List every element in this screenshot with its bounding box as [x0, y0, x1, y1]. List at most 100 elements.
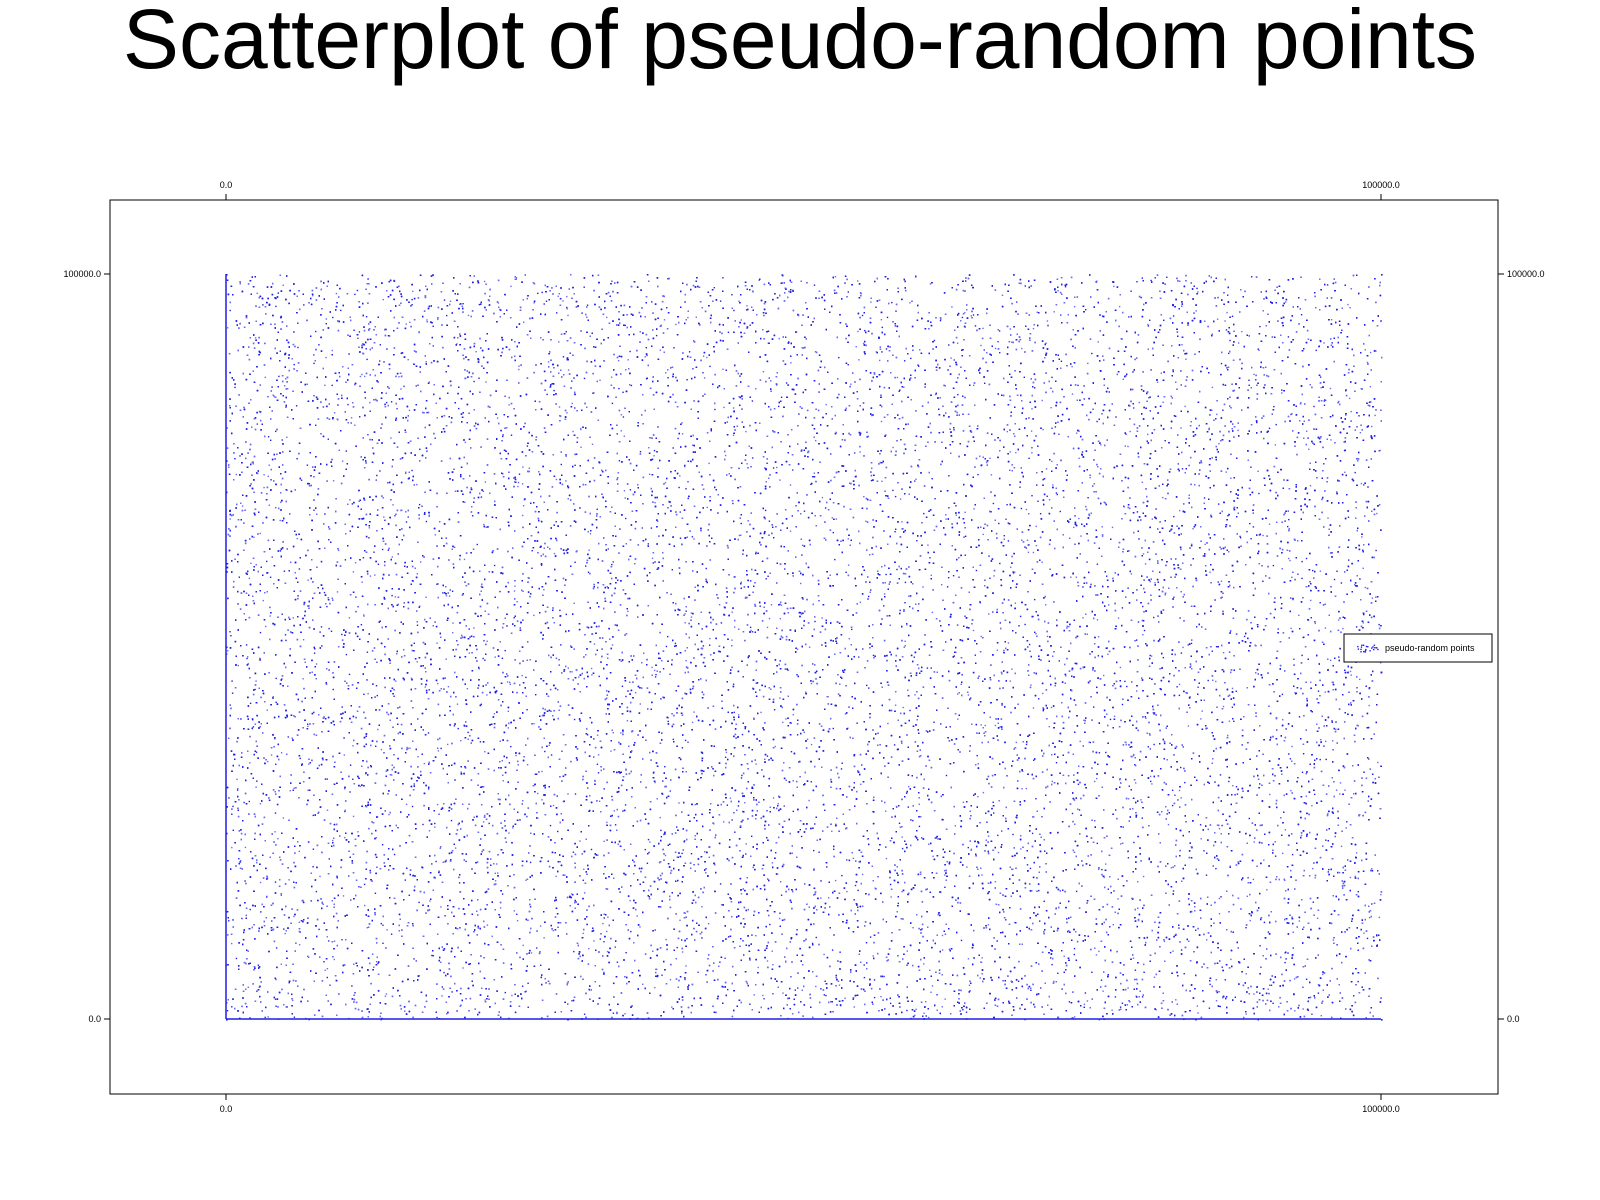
scatter-point — [384, 519, 386, 521]
scatter-point — [597, 754, 600, 756]
scatter-point — [226, 1010, 229, 1012]
scatter-point — [1073, 1016, 1076, 1018]
scatter-point — [825, 994, 827, 997]
scatter-point — [1137, 919, 1140, 922]
scatter-point — [1101, 868, 1103, 871]
scatter-point — [447, 686, 450, 688]
scatter-point — [345, 630, 347, 633]
scatter-point — [1302, 1008, 1304, 1010]
scatter-point — [813, 284, 816, 286]
scatter-point — [494, 880, 497, 882]
scatter-point — [511, 994, 513, 997]
scatter-point — [1221, 966, 1223, 968]
scatter-point — [947, 577, 950, 579]
scatter-point — [557, 295, 559, 297]
scatter-point — [382, 298, 384, 301]
scatter-point — [345, 653, 348, 656]
scatter-point — [962, 1009, 964, 1011]
scatter-point — [1216, 413, 1218, 416]
scatter-point — [797, 972, 799, 974]
scatter-point — [853, 899, 855, 901]
scatter-point — [1112, 924, 1114, 926]
scatter-point — [387, 549, 389, 551]
scatter-point — [785, 718, 787, 720]
scatter-point — [552, 293, 554, 295]
scatter-point — [613, 996, 615, 998]
scatter-point — [593, 643, 596, 645]
scatter-point — [505, 725, 507, 727]
scatter-point — [1044, 850, 1046, 852]
scatter-point — [1189, 666, 1191, 668]
scatter-point — [293, 363, 295, 366]
scatter-point — [1178, 694, 1181, 697]
scatter-point — [1143, 971, 1145, 973]
scatter-point — [255, 305, 257, 307]
scatter-point — [980, 344, 982, 347]
scatter-point — [931, 985, 934, 987]
scatter-point — [1180, 797, 1182, 799]
scatter-point — [567, 314, 569, 317]
scatter-point — [719, 883, 722, 885]
scatter-point — [925, 1001, 927, 1003]
scatter-point — [778, 917, 781, 920]
scatter-point — [425, 912, 427, 914]
scatter-point — [324, 969, 326, 971]
scatter-point — [1361, 536, 1363, 538]
scatter-point — [583, 1013, 586, 1015]
scatter-point — [733, 309, 735, 312]
scatter-point — [382, 942, 384, 944]
scatter-point — [738, 534, 741, 537]
scatter-point — [909, 606, 911, 608]
scatter-point — [1375, 549, 1377, 552]
scatter-point — [649, 841, 651, 843]
scatter-point — [1175, 999, 1177, 1001]
scatter-point — [510, 745, 512, 748]
scatter-point — [824, 809, 826, 811]
scatter-point — [274, 998, 277, 1000]
scatter-point — [1181, 344, 1183, 346]
scatter-point — [907, 806, 909, 808]
scatter-point — [323, 961, 325, 963]
scatter-point — [755, 388, 757, 390]
scatter-point — [772, 797, 775, 799]
scatter-point — [1108, 604, 1110, 606]
scatter-point — [592, 467, 594, 469]
scatter-point — [373, 551, 375, 553]
scatter-point — [281, 678, 283, 680]
scatter-point — [310, 900, 312, 902]
scatter-point — [1218, 828, 1221, 830]
scatter-point — [906, 950, 908, 952]
scatter-point — [232, 829, 234, 831]
scatter-point — [621, 685, 624, 687]
scatter-point — [581, 312, 583, 314]
scatter-point — [1115, 809, 1117, 811]
scatter-point — [1199, 824, 1202, 826]
scatter-point — [1209, 571, 1211, 573]
scatter-point — [1245, 927, 1247, 929]
scatter-point — [854, 381, 856, 383]
scatter-point — [1199, 469, 1201, 471]
scatter-point — [574, 793, 577, 795]
scatter-point — [1375, 596, 1377, 598]
scatter-point — [1009, 451, 1011, 453]
scatter-point — [268, 464, 270, 466]
scatter-point — [884, 1008, 886, 1010]
scatter-point — [1097, 341, 1099, 343]
scatter-point — [806, 494, 808, 496]
scatter-point — [1222, 652, 1225, 654]
scatter-point — [1332, 740, 1334, 742]
scatter-point — [456, 640, 458, 642]
scatter-point — [664, 481, 667, 484]
scatter-point — [422, 823, 424, 826]
scatter-point — [508, 762, 511, 764]
scatter-point — [570, 893, 573, 895]
scatter-point — [1155, 553, 1157, 555]
scatter-point — [779, 479, 781, 481]
scatter-point — [875, 351, 877, 353]
scatter-point — [1250, 466, 1252, 468]
scatter-point — [1325, 839, 1327, 841]
scatter-point — [1350, 410, 1352, 413]
scatter-point — [1300, 314, 1303, 316]
scatter-point — [555, 875, 557, 878]
scatter-point — [1356, 458, 1358, 460]
